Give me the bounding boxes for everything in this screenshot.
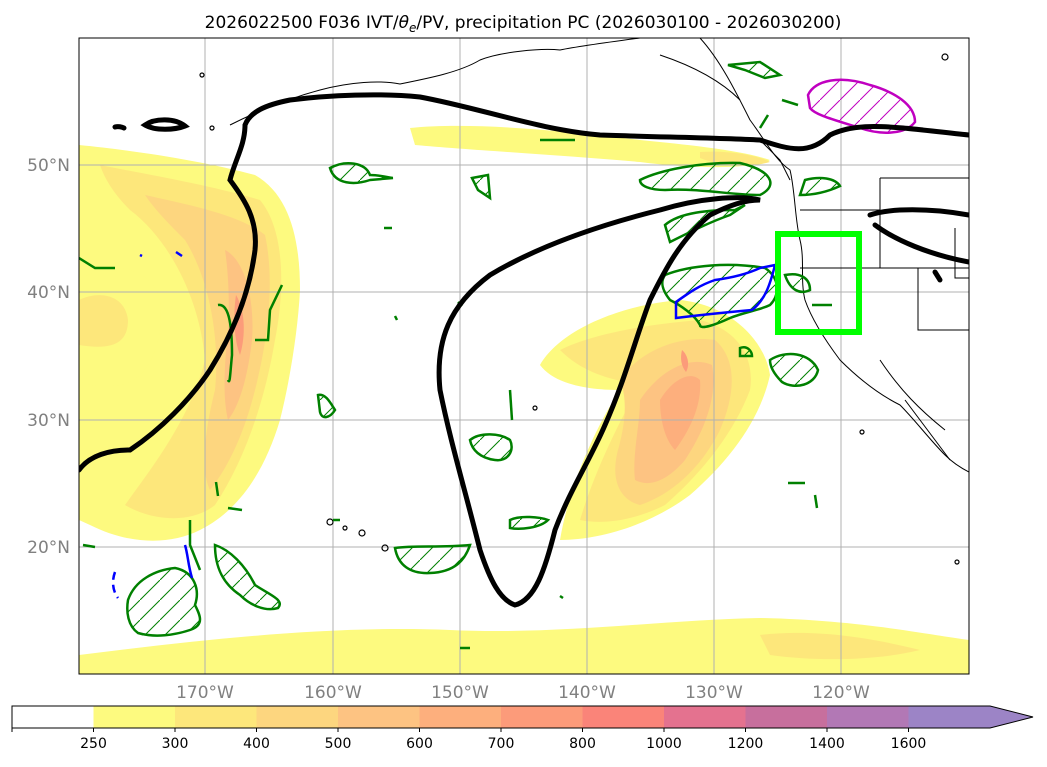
colorbar-tick-label: 800 xyxy=(569,736,596,752)
colorbar-segment xyxy=(338,706,420,728)
colorbar-segment xyxy=(501,706,583,728)
ivt-left-blob-300 xyxy=(79,295,128,347)
region-box xyxy=(775,231,862,335)
pv-green-contours xyxy=(126,60,842,637)
colorbar-segment xyxy=(827,706,909,728)
colorbar-segment xyxy=(175,706,257,728)
colorbar-tick-label: 700 xyxy=(488,736,515,752)
lat-label-20: 20°N xyxy=(27,538,70,558)
map-frame xyxy=(78,37,970,675)
lat-label-40: 40°N xyxy=(27,283,70,303)
figure-title: 2026022500 F036 IVT/θe/PV, precipitation… xyxy=(205,13,842,35)
colorbar-segment xyxy=(582,706,665,728)
colorbar-tick-label: 1200 xyxy=(728,736,764,752)
lon-label-130w: 130°W xyxy=(685,683,743,703)
lon-label-170w: 170°W xyxy=(176,683,234,703)
colorbar-tick-label: 400 xyxy=(243,736,270,752)
islands xyxy=(199,53,960,565)
colorbar-extend-arrow xyxy=(908,706,1033,728)
colorbar-segment xyxy=(12,706,94,728)
colorbar-tick-label: 1600 xyxy=(891,736,927,752)
latitude-labels: 50°N 40°N 30°N 20°N xyxy=(27,156,70,558)
colorbar-tick-label: 300 xyxy=(162,736,189,752)
lon-label-150w: 150°W xyxy=(431,683,489,703)
ivt-south-band xyxy=(79,618,969,674)
graticule xyxy=(79,38,969,674)
colorbar-segment xyxy=(664,706,746,728)
theta-e-contours xyxy=(79,92,969,608)
ivt-north-band xyxy=(410,125,770,168)
pv-blue-contours xyxy=(111,250,777,599)
ivt-main-plume-700 xyxy=(681,350,689,372)
longitude-labels: 170°W 160°W 150°W 140°W 130°W 120°W xyxy=(176,683,870,703)
ivt-north-band-300 xyxy=(700,151,770,166)
colorbar-tick-label: 1000 xyxy=(646,736,682,752)
lat-label-50: 50°N xyxy=(27,156,70,176)
ivt-main-plume-600 xyxy=(660,376,701,450)
ivt-south-band-300 xyxy=(760,632,920,660)
lon-label-140w: 140°W xyxy=(558,683,616,703)
colorbar: 250 300 400 500 600 700 800 1000 1200 1400 1600 xyxy=(11,705,1034,752)
colorbar-segment xyxy=(93,706,176,728)
colorbar-segment xyxy=(256,706,339,728)
map-area xyxy=(79,38,969,674)
pv-green-lines xyxy=(79,98,832,650)
colorbar-segment xyxy=(419,706,502,728)
colorbar-outline xyxy=(11,705,1034,729)
colorbar-tick-label: 600 xyxy=(406,736,433,752)
pv-magenta-contour xyxy=(806,78,917,134)
coastlines xyxy=(229,38,969,473)
colorbar-tick-label: 500 xyxy=(325,736,352,752)
ivt-shading xyxy=(79,125,969,674)
lon-label-160w: 160°W xyxy=(304,683,362,703)
lat-label-30: 30°N xyxy=(27,411,70,431)
lon-label-120w: 120°W xyxy=(812,683,870,703)
colorbar-segment xyxy=(745,706,828,728)
colorbar-tick-label: 250 xyxy=(80,736,107,752)
colorbar-tick-label: 1400 xyxy=(809,736,845,752)
